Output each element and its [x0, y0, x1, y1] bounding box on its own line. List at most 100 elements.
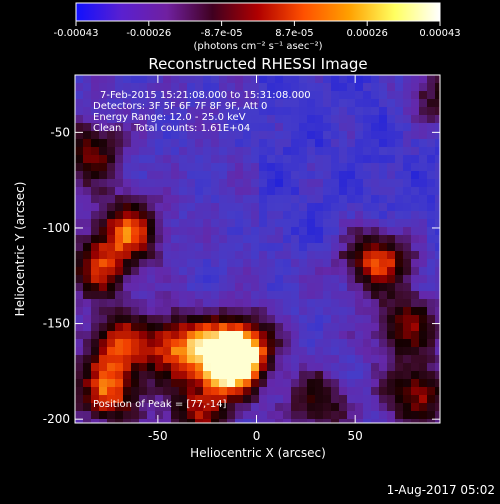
heatmap-cell — [99, 211, 108, 220]
heatmap-cell — [283, 147, 292, 156]
heatmap-cell — [403, 171, 412, 180]
heatmap-cell — [123, 323, 132, 332]
heatmap-cell — [363, 299, 372, 308]
heatmap-cell — [283, 283, 292, 292]
heatmap-cell — [251, 195, 260, 204]
heatmap-cell — [299, 315, 308, 324]
heatmap-cell — [315, 251, 324, 260]
heatmap-cell — [115, 283, 124, 292]
heatmap-cell — [323, 251, 332, 260]
heatmap-cell — [211, 147, 220, 156]
heatmap-cell — [171, 211, 180, 220]
heatmap-cell — [83, 227, 92, 236]
heatmap-cell — [235, 315, 244, 324]
heatmap-cell — [275, 307, 284, 316]
heatmap-cell — [371, 387, 380, 396]
heatmap-cell — [315, 139, 324, 148]
heatmap-cell — [219, 363, 228, 372]
heatmap-cell — [331, 171, 340, 180]
heatmap-cell — [355, 107, 364, 116]
heatmap-cell — [211, 123, 220, 132]
heatmap-cell — [419, 395, 428, 404]
heatmap-cell — [91, 163, 100, 172]
heatmap-cell — [107, 275, 116, 284]
heatmap-cell — [363, 155, 372, 164]
heatmap-cell — [243, 211, 252, 220]
heatmap-cell — [75, 91, 84, 100]
heatmap-cell — [315, 171, 324, 180]
heatmap-cell — [331, 299, 340, 308]
heatmap-cell — [171, 147, 180, 156]
heatmap-cell — [251, 387, 260, 396]
heatmap-cell — [259, 267, 268, 276]
heatmap-cell — [139, 291, 148, 300]
heatmap-cell — [267, 355, 276, 364]
heatmap-cell — [307, 171, 316, 180]
heatmap-cell — [227, 227, 236, 236]
heatmap-cell — [259, 179, 268, 188]
heatmap-cell — [307, 347, 316, 356]
heatmap-cell — [203, 291, 212, 300]
heatmap-cell — [419, 267, 428, 276]
heatmap-cell — [235, 123, 244, 132]
heatmap-cell — [91, 123, 100, 132]
heatmap-cell — [427, 155, 436, 164]
heatmap-cell — [411, 355, 420, 364]
heatmap-cell — [227, 139, 236, 148]
heatmap-cell — [259, 363, 268, 372]
heatmap-cell — [371, 267, 380, 276]
heatmap-cell — [107, 171, 116, 180]
heatmap-cell — [347, 227, 356, 236]
heatmap-cell — [323, 163, 332, 172]
heatmap-cell — [419, 203, 428, 212]
heatmap-cell — [291, 291, 300, 300]
heatmap-cell — [131, 395, 140, 404]
heatmap-cell — [355, 275, 364, 284]
heatmap-cell — [403, 131, 412, 140]
heatmap-cell — [131, 299, 140, 308]
heatmap-cell — [155, 363, 164, 372]
heatmap-cell — [211, 219, 220, 228]
heatmap-cell — [315, 411, 324, 420]
heatmap-cell — [203, 99, 212, 108]
heatmap-cell — [267, 235, 276, 244]
heatmap-cell — [91, 235, 100, 244]
heatmap-cell — [283, 331, 292, 340]
heatmap-cell — [427, 307, 436, 316]
heatmap-cell — [219, 355, 228, 364]
heatmap-cell — [99, 307, 108, 316]
heatmap-cell — [323, 275, 332, 284]
heatmap-cell — [291, 91, 300, 100]
heatmap-cell — [131, 355, 140, 364]
heatmap-cell — [131, 243, 140, 252]
heatmap-cell — [315, 291, 324, 300]
heatmap-cell — [187, 379, 196, 388]
heatmap-cell — [259, 83, 268, 92]
heatmap-cell — [307, 83, 316, 92]
heatmap-cell — [395, 363, 404, 372]
heatmap-cell — [403, 187, 412, 196]
heatmap-cell — [115, 123, 124, 132]
heatmap-cell — [427, 99, 436, 108]
heatmap-cell — [131, 267, 140, 276]
heatmap-cell — [211, 419, 220, 423]
heatmap-cell — [235, 411, 244, 420]
heatmap-cell — [427, 323, 436, 332]
heatmap-cell — [283, 363, 292, 372]
heatmap-cell — [339, 379, 348, 388]
heatmap-cell — [363, 243, 372, 252]
heatmap-cell — [323, 155, 332, 164]
heatmap-cell — [379, 139, 388, 148]
heatmap-cell — [299, 211, 308, 220]
heatmap-cell — [219, 115, 228, 124]
heatmap-cell — [139, 123, 148, 132]
heatmap-cell — [267, 131, 276, 140]
heatmap-cell — [187, 179, 196, 188]
heatmap-cell — [139, 99, 148, 108]
heatmap-cell — [323, 363, 332, 372]
heatmap-cell — [387, 267, 396, 276]
heatmap-cell — [235, 323, 244, 332]
heatmap-cell — [139, 307, 148, 316]
heatmap-cell — [187, 363, 196, 372]
heatmap-cell — [387, 107, 396, 116]
